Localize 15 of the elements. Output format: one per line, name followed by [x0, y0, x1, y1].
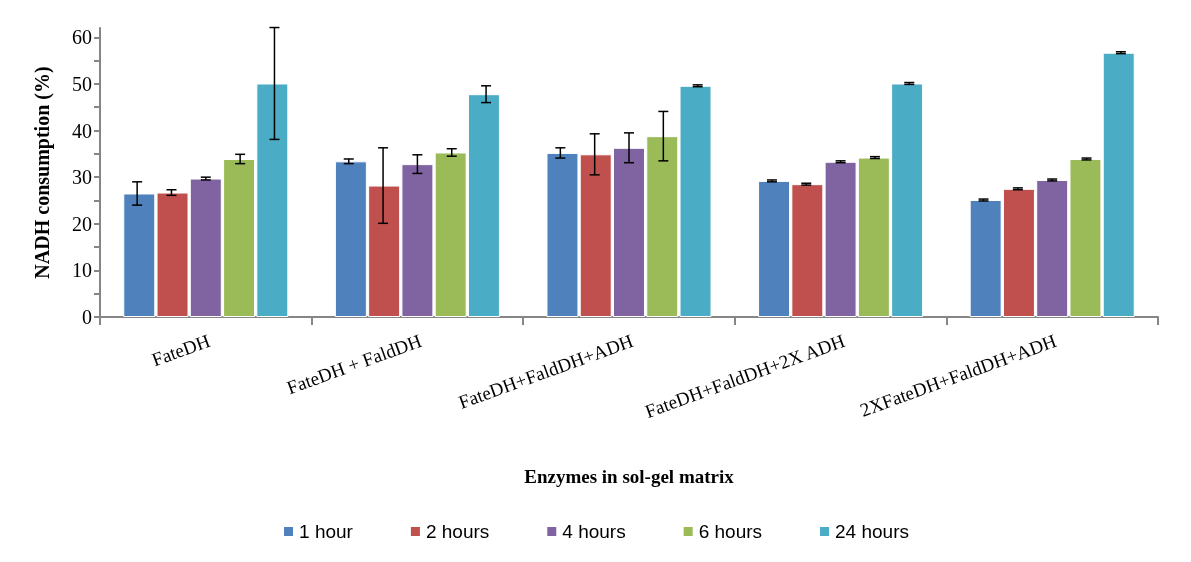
legend-label: 4 hours [562, 521, 626, 542]
x-axis-title: Enzymes in sol-gel matrix [524, 466, 735, 487]
x-tick-label: FateDH [148, 329, 213, 371]
y-tick-label: 50 [72, 72, 92, 95]
legend-label: 2 hours [425, 521, 490, 542]
y-tick-label: 30 [72, 166, 92, 189]
legend-label: 1 hour [299, 521, 354, 542]
y-tick-label: 20 [72, 212, 92, 235]
y-tick-label: 10 [72, 259, 92, 282]
y-tick-label: 40 [72, 119, 92, 142]
y-tick-label: 60 [72, 26, 92, 49]
y-tick-label: 0 [82, 306, 92, 328]
legend-label: 6 hours [698, 521, 763, 542]
y-axis-title: NADH consumption (%) [31, 66, 54, 279]
legend-label: 24 hours [835, 521, 909, 542]
